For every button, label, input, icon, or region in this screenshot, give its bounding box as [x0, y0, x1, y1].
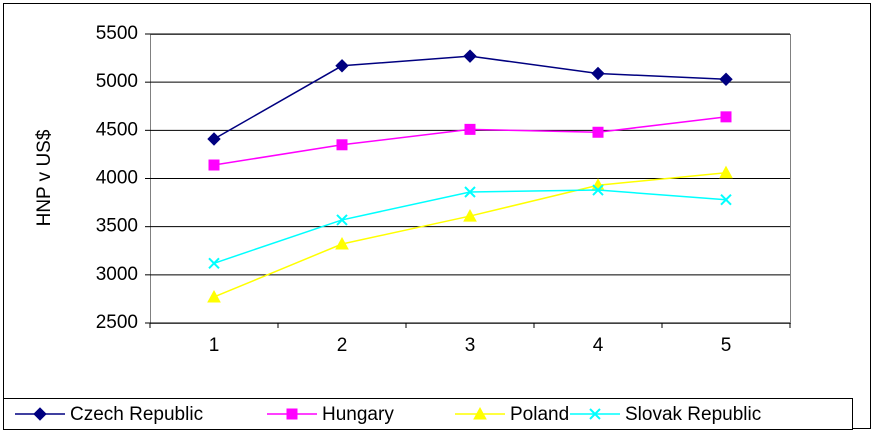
y-tick-label: 2500	[96, 312, 138, 333]
legend-marker	[473, 406, 487, 420]
legend-label: Poland	[510, 404, 569, 425]
data-point	[208, 257, 220, 269]
data-point	[336, 214, 348, 226]
data-point	[208, 159, 220, 171]
data-point	[335, 236, 349, 250]
data-point	[720, 193, 732, 206]
data-point	[336, 139, 348, 151]
legend-label: Slovak Republic	[625, 404, 761, 425]
data-point	[463, 49, 477, 63]
data-point	[719, 165, 733, 179]
x-tick-label: 4	[593, 335, 604, 356]
x-tick-label: 3	[465, 335, 476, 356]
data-point	[592, 184, 604, 196]
y-axis-title: HNP v US$	[34, 129, 55, 226]
legend-marker	[286, 408, 298, 420]
y-tick-label: 3000	[96, 264, 138, 285]
legend-label: Czech Republic	[70, 404, 203, 425]
legend-box	[3, 398, 853, 430]
data-point	[591, 66, 605, 81]
data-point	[719, 72, 733, 86]
y-tick-label: 3500	[96, 216, 138, 237]
data-point	[463, 209, 477, 222]
y-tick-label: 4500	[96, 119, 138, 140]
legend-label: Hungary	[322, 404, 394, 425]
data-point	[335, 59, 349, 73]
data-point	[720, 111, 732, 123]
x-tick-label: 1	[209, 335, 220, 356]
legend-marker	[33, 407, 47, 421]
x-tick-label: 2	[337, 335, 348, 356]
y-tick-label: 4000	[96, 168, 138, 189]
legend-marker	[589, 408, 601, 420]
data-point	[464, 186, 476, 198]
data-point	[592, 126, 604, 138]
x-tick-label: 5	[721, 335, 732, 356]
data-point	[207, 289, 221, 303]
y-tick-label: 5000	[96, 71, 138, 92]
data-point	[207, 132, 221, 146]
y-tick-label: 5500	[96, 23, 138, 44]
data-point	[464, 123, 476, 135]
